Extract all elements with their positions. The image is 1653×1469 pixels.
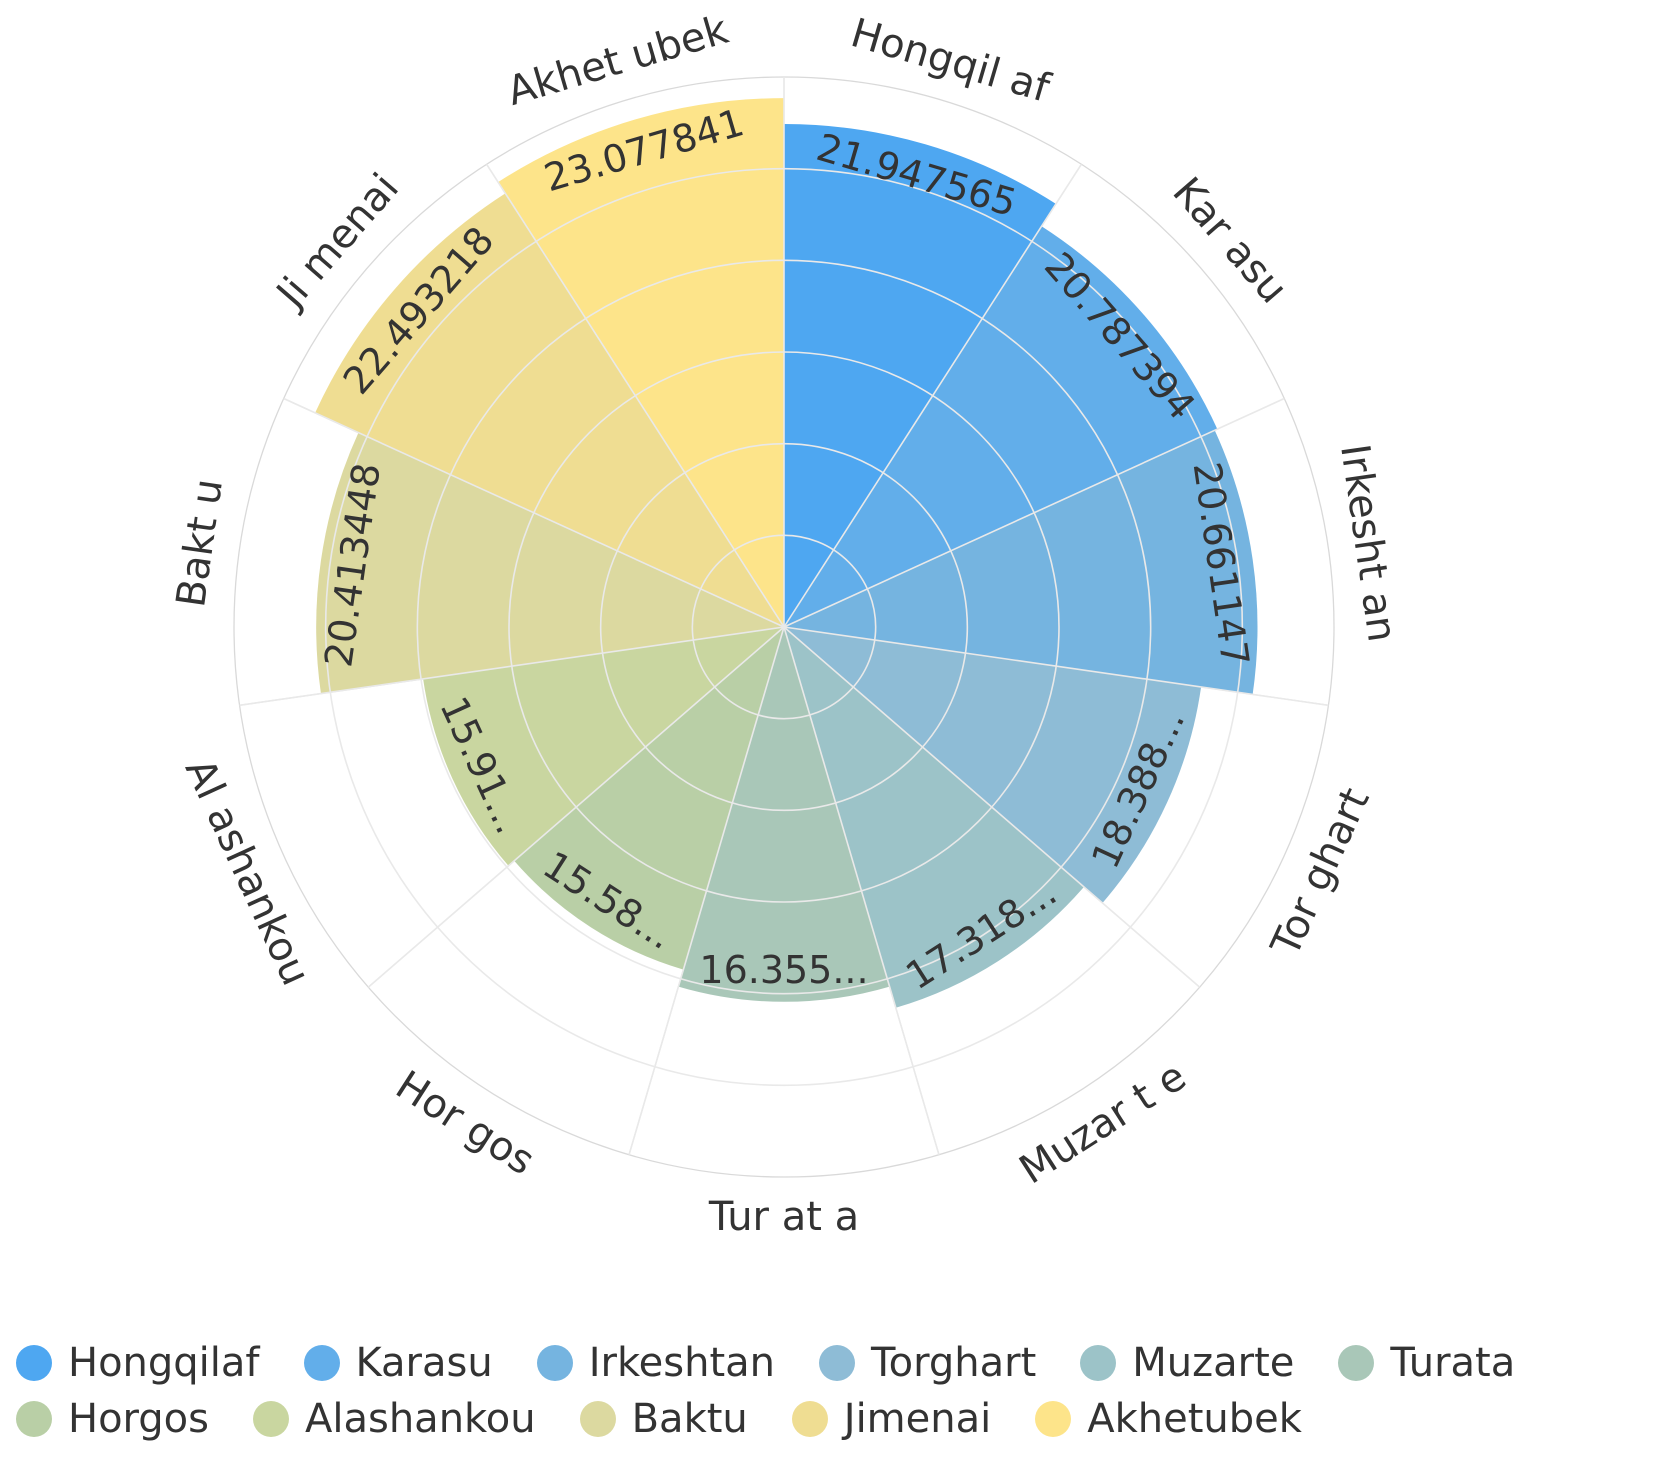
legend-marker	[1338, 1345, 1375, 1381]
legend-marker	[1035, 1401, 1072, 1437]
legend-label: Turata	[1390, 1340, 1516, 1386]
grid-spoke	[239, 626, 785, 707]
sector-layer	[315, 98, 1258, 1008]
legend-item-karasu[interactable]: Karasu	[303, 1340, 493, 1386]
sector-jimenai	[315, 193, 784, 628]
category-label-turata: Tur at a	[708, 1194, 859, 1240]
sector-muzarte	[784, 627, 1084, 1008]
category-label-karasu: Kar asu	[1163, 169, 1296, 312]
legend-marker	[303, 1345, 340, 1381]
legend-item-baktu[interactable]: Baktu	[579, 1396, 748, 1442]
category-label-akhetubek: Akhet ubek	[502, 7, 734, 115]
polar-bar-chart: 21.94756520.78739420.66114718.388...17.3…	[168, 7, 1405, 1240]
category-label-horgos: Hor gos	[388, 1062, 543, 1184]
grid-spoke	[783, 626, 940, 1155]
legend-label: Akhetubek	[1087, 1396, 1302, 1442]
legend-marker	[579, 1401, 616, 1437]
category-label-irkeshtan: Irkesht an	[1331, 441, 1405, 645]
legend-label: Alashankou	[305, 1396, 536, 1442]
legend-item-hongqilaf[interactable]: Hongqilaf	[16, 1340, 260, 1386]
sector-turata	[678, 627, 890, 1002]
legend-marker	[1080, 1345, 1117, 1381]
legend-item-horgos[interactable]: Horgos	[16, 1396, 209, 1442]
legend-marker	[16, 1345, 52, 1381]
legend-label: Hongqilaf	[68, 1340, 260, 1386]
sector-torghart	[784, 627, 1202, 903]
legend-item-jimenai[interactable]: Jimenai	[791, 1396, 992, 1442]
legend-label: Muzarte	[1132, 1340, 1295, 1386]
sector-akhetubek	[498, 98, 784, 627]
legend-marker	[791, 1401, 828, 1437]
category-label-torghart: Tor ghart	[1262, 781, 1378, 964]
legend-item-irkeshtan[interactable]: Irkeshtan	[536, 1340, 776, 1386]
category-label-alashankou: Al ashankou	[176, 752, 319, 992]
category-label-jimenai: Ji menai	[266, 165, 408, 318]
grid-spoke	[485, 163, 785, 628]
category-label-baktu: Bakt u	[168, 476, 232, 610]
grid-spoke	[628, 626, 785, 1155]
legend-label: Baktu	[631, 1396, 748, 1442]
grid-spoke	[783, 626, 1329, 707]
category-label-hongqilaf: Hongqil af	[846, 10, 1056, 112]
legend-item-turata[interactable]: Turata	[1338, 1340, 1515, 1386]
sector-irkeshtan	[784, 430, 1258, 695]
sector-baktu	[316, 432, 784, 694]
sector-alashankou	[423, 627, 784, 866]
overlay-grid-layer	[239, 77, 1329, 1155]
legend-label: Karasu	[355, 1340, 493, 1386]
legend-marker	[819, 1345, 856, 1381]
legend: Hongqilaf Karasu Irkeshtan Torghart Muzarte T…	[0, 1335, 1653, 1465]
legend-marker	[16, 1401, 52, 1437]
legend-item-torghart[interactable]: Torghart	[819, 1340, 1036, 1386]
legend-label: Torghart	[871, 1340, 1037, 1386]
legend-row-1: Hongqilaf Karasu Irkeshtan Torghart Muzarte T…	[16, 1335, 1559, 1391]
legend-label: Irkeshtan	[588, 1340, 776, 1386]
value-label-turata: 16.355...	[699, 948, 868, 992]
sector-karasu	[784, 226, 1218, 627]
legend-marker	[253, 1401, 289, 1437]
grid-spoke	[283, 397, 785, 628]
legend-item-alashankou[interactable]: Alashankou	[253, 1396, 536, 1442]
grid-spoke	[783, 163, 1083, 628]
legend-label: Horgos	[68, 1396, 209, 1442]
legend-label: Jimenai	[843, 1396, 992, 1442]
legend-marker	[536, 1345, 573, 1381]
grid-spoke	[367, 626, 785, 988]
grid-spoke	[783, 397, 1285, 628]
sector-horgos	[514, 627, 784, 970]
legend-item-muzarte[interactable]: Muzarte	[1080, 1340, 1294, 1386]
legend-item-akhetubek[interactable]: Akhetubek	[1035, 1396, 1302, 1442]
legend-row-2: Horgos Alashankou Baktu Jimenai Akhetubek	[16, 1391, 1346, 1447]
sector-hongqilaf	[784, 124, 1056, 627]
grid-spoke	[783, 626, 1201, 988]
